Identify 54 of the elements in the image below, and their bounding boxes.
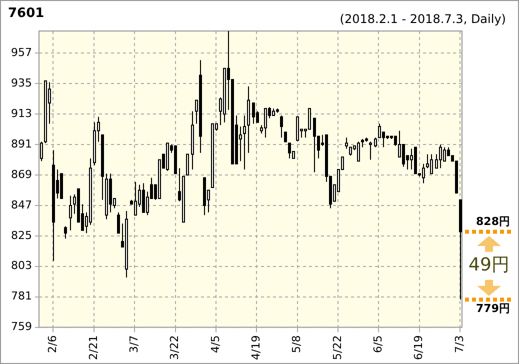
ref-line-label: 828円	[476, 215, 510, 228]
candlestick	[186, 154, 189, 176]
candlestick	[296, 116, 299, 141]
y-tick-label: 957	[10, 46, 32, 60]
x-tick-label: 6/19	[412, 335, 426, 360]
candlestick	[288, 142, 291, 159]
y-tick-label: 825	[10, 228, 32, 242]
candlestick	[264, 108, 267, 138]
y-tick-label: 891	[10, 137, 32, 150]
candlestick	[439, 144, 442, 169]
candlestick	[40, 141, 43, 162]
y-tick-label: 759	[10, 320, 32, 334]
candlestick	[239, 126, 242, 162]
y-tick-label: 803	[10, 259, 32, 272]
candlestick	[422, 163, 425, 184]
candlestick	[313, 118, 316, 173]
candlestick	[69, 195, 72, 231]
x-tick-label: 2/6	[46, 335, 60, 353]
candlestick	[410, 148, 413, 170]
y-tick-label: 913	[10, 106, 32, 120]
x-tick-label: 7/3	[452, 335, 466, 353]
y-tick-label: 781	[10, 290, 32, 303]
x-tick-label: 6/5	[371, 335, 384, 353]
candlestick	[430, 154, 433, 174]
x-tick-label: 5/8	[290, 335, 304, 353]
candlestick	[64, 226, 67, 240]
x-tick-label: 4/5	[208, 335, 222, 353]
candlestick	[345, 137, 348, 150]
candlestick	[378, 123, 381, 138]
candlestick	[243, 114, 246, 170]
x-tick-label: 3/7	[127, 335, 140, 353]
candlestick	[142, 182, 145, 213]
chart-subtitle: (2018.2.1 - 2018.7.3, Daily)	[340, 12, 506, 26]
chart-title: 7601	[8, 6, 44, 21]
text: 49円	[468, 254, 510, 276]
candlestick	[308, 108, 311, 130]
candlestick	[402, 144, 405, 168]
candlestick	[280, 114, 283, 138]
x-tick-label: 3/22	[168, 335, 182, 360]
x-tick-label: 2/21	[86, 335, 100, 360]
candlestick	[284, 132, 287, 142]
candlestick	[252, 102, 255, 124]
y-tick-label: 847	[10, 198, 32, 212]
candlestick	[357, 141, 360, 162]
y-tick-label: 869	[10, 168, 32, 181]
candlestick	[134, 181, 137, 216]
y-tick-label: 935	[10, 76, 32, 90]
candlestick	[374, 137, 377, 148]
ref-line-label: 779円	[476, 302, 510, 315]
candlestick	[443, 146, 446, 162]
x-tick-label: 4/19	[249, 335, 262, 360]
x-tick-label: 5/22	[330, 335, 344, 360]
candlestick	[369, 141, 372, 160]
candlestick	[117, 212, 120, 234]
